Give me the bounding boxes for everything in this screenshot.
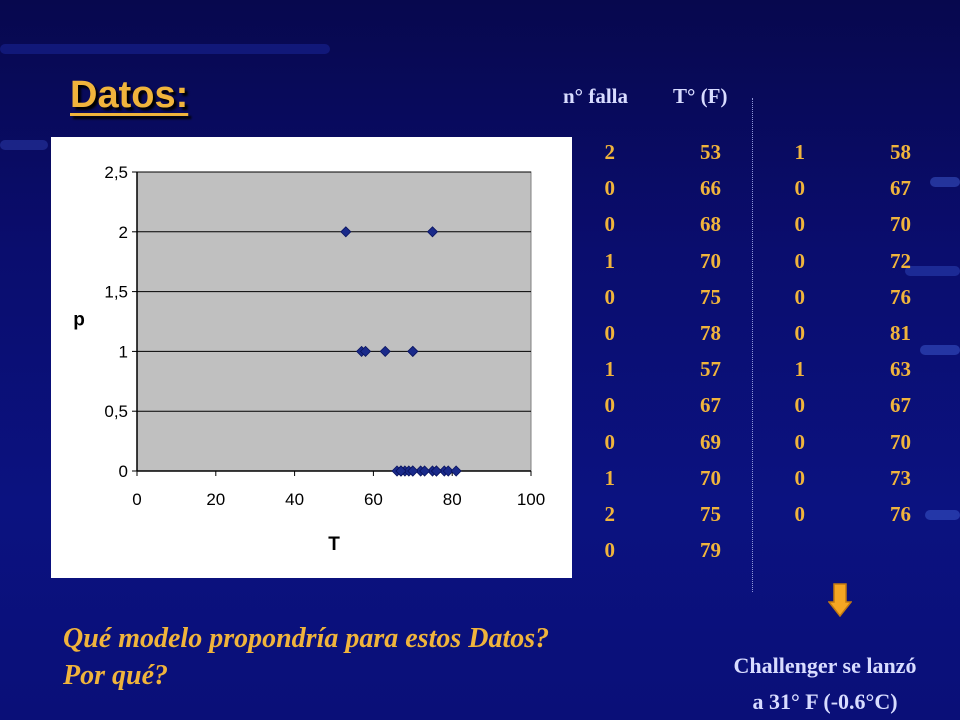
table-cell-fallas: 0 — [604, 176, 616, 201]
background-stripe — [920, 345, 960, 355]
table-cell-fallas: 2 — [604, 140, 616, 164]
table-cell-temperature: 67 — [700, 393, 721, 418]
scatter-chart-svg: 0 0,5 1 1,5 2 2,5 0 20 40 60 80 100 Tp — [73, 163, 545, 555]
table-cell-temperature: 79 — [700, 538, 721, 563]
table-cell-temperature: 72 — [890, 248, 911, 273]
data-point — [340, 226, 352, 238]
data-point — [430, 465, 443, 477]
table-cell-temperature: 70 — [890, 212, 911, 237]
column-header-temperature: T° (F) — [673, 84, 728, 108]
data-point — [395, 465, 407, 477]
table-cell-fallas: 0 — [794, 284, 806, 309]
plot-area — [136, 171, 532, 472]
table-cell-fallas: 2 — [604, 502, 616, 526]
table-cell-temperature: 67 — [890, 176, 911, 201]
table-cell-fallas: 0 — [794, 465, 806, 490]
y-axis-label: p — [73, 310, 85, 331]
table-cell-temperature: 70 — [700, 248, 721, 273]
table-cell-temperature: 75 — [700, 502, 721, 526]
data-point — [450, 465, 462, 477]
y-tick-label: 2 — [119, 223, 128, 242]
x-tick-label: 80 — [443, 490, 462, 509]
table-cell-fallas: 1 — [604, 357, 616, 382]
launch-note-line-1: Challenger se lanzó — [733, 653, 917, 678]
background-stripe — [905, 266, 960, 276]
table-cell-temperature: 66 — [700, 176, 721, 201]
table-cell-fallas: 0 — [604, 393, 616, 418]
background-stripe — [925, 510, 960, 520]
background-stripe — [0, 44, 330, 54]
column-divider — [752, 98, 754, 592]
x-tick-label: 0 — [132, 490, 141, 509]
x-tick-label: 20 — [206, 490, 225, 509]
table-cell-temperature: 57 — [700, 357, 721, 382]
table-cell-fallas: 0 — [604, 538, 616, 563]
x-axis-label: T — [328, 534, 340, 555]
table-cell-temperature: 67 — [890, 393, 911, 418]
table-cell-temperature: 58 — [890, 140, 911, 164]
data-point — [419, 465, 431, 477]
data-point — [442, 465, 454, 477]
background-stripe — [930, 177, 960, 187]
table-cell-temperature: 69 — [700, 429, 721, 454]
table-cell-temperature: 76 — [890, 284, 911, 309]
table-cell-temperature: 81 — [890, 321, 911, 345]
table-cell-fallas: 1 — [604, 465, 616, 490]
table-cell-temperature: 63 — [890, 357, 911, 382]
data-point — [379, 345, 391, 357]
data-point — [359, 345, 372, 357]
launch-note: Challenger se lanzó a 31° F (-0.6°C) — [690, 648, 960, 720]
table-cell-temperature: 73 — [890, 465, 911, 490]
table-cell-fallas: 0 — [794, 321, 806, 345]
table-cell-temperature: 68 — [700, 212, 721, 237]
y-tick-label: 1 — [119, 342, 128, 361]
table-cell-fallas: 0 — [604, 321, 616, 345]
down-arrow-icon — [827, 583, 853, 622]
table-cell-fallas: 0 — [604, 429, 616, 454]
x-tick-label: 60 — [364, 490, 383, 509]
data-point — [407, 465, 419, 477]
table-cell-fallas: 0 — [794, 393, 806, 418]
table-cell-temperature: 76 — [890, 502, 911, 526]
data-point — [407, 345, 419, 357]
table-cell-fallas: 0 — [604, 212, 616, 237]
y-tick-label: 2,5 — [104, 163, 128, 182]
question-text: Qué modelo propondría para estos Datos? … — [63, 623, 550, 691]
x-tick-label: 40 — [285, 490, 304, 509]
column-header-fallas: n° falla — [563, 84, 628, 108]
table-cell-temperature: 70 — [890, 429, 911, 454]
y-tick-label: 0,5 — [104, 402, 128, 421]
table-cell-temperature: 70 — [700, 465, 721, 490]
slide-title: Datos: — [70, 74, 189, 116]
table-cell-fallas: 0 — [794, 176, 806, 201]
table-cell-temperature: 78 — [700, 321, 721, 345]
table-cell-fallas: 0 — [604, 284, 616, 309]
table-cell-fallas: 0 — [794, 212, 806, 237]
x-tick-label: 100 — [517, 490, 545, 509]
table-cell-temperature: 53 — [700, 140, 721, 164]
y-tick-label: 0 — [119, 462, 128, 481]
table-cell-fallas: 0 — [794, 429, 806, 454]
table-cell-fallas: 1 — [794, 357, 806, 382]
data-point — [426, 226, 439, 238]
launch-note-line-2: a 31° F (-0.6°C) — [752, 689, 898, 714]
table-cell-fallas: 1 — [794, 140, 806, 164]
y-tick-label: 1,5 — [104, 283, 128, 302]
table-cell-fallas: 0 — [794, 502, 806, 526]
background-stripe — [0, 140, 48, 150]
table-cell-fallas: 1 — [604, 248, 616, 273]
table-cell-fallas: 0 — [794, 248, 806, 273]
table-cell-temperature: 75 — [700, 284, 721, 309]
